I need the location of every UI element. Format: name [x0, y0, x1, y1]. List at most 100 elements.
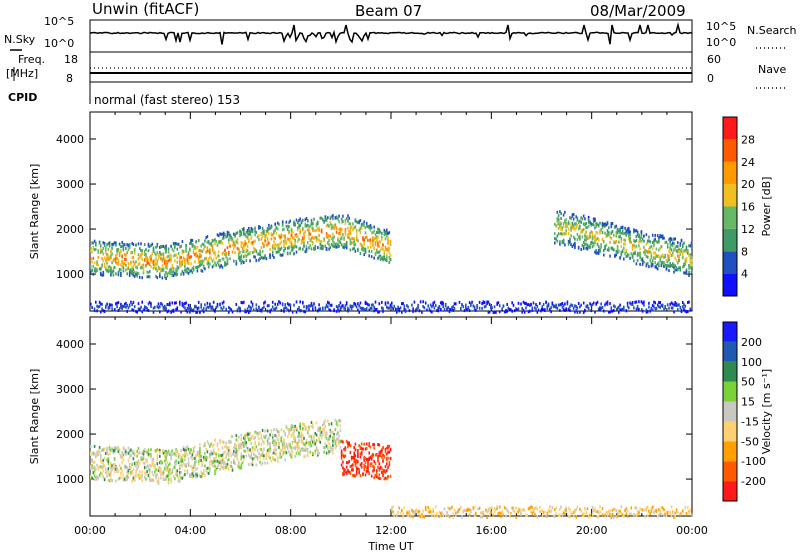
range-gate-cell — [110, 266, 112, 270]
range-gate-cell — [303, 436, 305, 440]
range-gate-cell — [633, 306, 635, 310]
range-gate-cell — [125, 253, 127, 257]
range-gate-cell — [584, 234, 586, 238]
range-gate-cell — [285, 224, 288, 228]
range-gate-cell — [323, 237, 325, 241]
range-gate-cell — [258, 226, 260, 230]
range-gate-cell — [196, 245, 199, 249]
range-gate-cell — [303, 244, 305, 248]
range-gate-cell — [161, 461, 164, 465]
range-gate-cell — [110, 268, 112, 272]
range-gate-cell — [152, 266, 155, 270]
range-gate-cell — [488, 513, 491, 517]
range-gate-cell — [344, 233, 347, 237]
range-gate-cell — [370, 306, 373, 310]
range-gate-cell — [369, 462, 372, 466]
range-gate-cell — [202, 469, 205, 473]
range-gate-cell — [379, 465, 382, 469]
range-gate-cell — [572, 510, 575, 514]
range-gate-cell — [660, 512, 663, 516]
range-gate-cell — [620, 240, 623, 244]
range-gate-cell — [362, 306, 364, 310]
range-gate-cell — [324, 419, 327, 423]
range-gate-cell — [302, 247, 304, 251]
range-gate-cell — [551, 506, 554, 509]
range-gate-cell — [106, 256, 108, 260]
range-gate-cell — [530, 510, 532, 513]
range-gate-cell — [293, 237, 295, 241]
range-gate-cell — [186, 254, 189, 257]
range-gate-cell — [274, 307, 276, 311]
range-gate-cell — [296, 308, 299, 312]
range-gate-cell — [447, 306, 449, 309]
range-gate-cell — [370, 474, 373, 478]
range-gate-cell — [137, 302, 140, 306]
range-gate-cell — [630, 506, 633, 510]
range-gate-cell — [520, 513, 522, 517]
range-gate-cell — [179, 479, 181, 483]
range-gate-cell — [107, 460, 110, 464]
range-gate-cell — [169, 301, 171, 305]
range-gate-cell — [288, 238, 290, 241]
range-gate-cell — [211, 461, 214, 465]
range-gate-cell — [197, 239, 200, 242]
range-gate-cell — [682, 509, 684, 513]
range-gate-cell — [304, 224, 307, 228]
range-gate-cell — [305, 440, 308, 444]
range-gate-cell — [606, 303, 609, 306]
range-gate-cell — [117, 270, 120, 274]
range-gate-cell — [656, 234, 659, 237]
range-gate-cell — [161, 449, 164, 453]
range-gate-cell — [166, 260, 169, 263]
range-gate-cell — [253, 250, 255, 254]
range-gate-cell — [133, 262, 136, 266]
range-gate-cell — [195, 454, 197, 457]
range-gate-cell — [378, 254, 381, 258]
range-gate-cell — [506, 309, 508, 313]
range-gate-cell — [207, 471, 210, 475]
range-gate-cell — [684, 304, 687, 308]
range-gate-cell — [240, 452, 243, 456]
range-gate-cell — [319, 241, 322, 245]
range-gate-cell — [687, 310, 689, 313]
range-gate-cell — [286, 252, 289, 256]
range-gate-cell — [202, 243, 205, 247]
range-gate-cell — [363, 455, 365, 459]
range-gate-cell — [319, 246, 322, 250]
x-tick-label: 12:00 — [375, 524, 407, 537]
range-gate-cell — [340, 217, 343, 221]
range-gate-cell — [387, 450, 389, 454]
range-gate-cell — [93, 452, 96, 456]
range-gate-cell — [284, 458, 286, 462]
range-gate-cell — [651, 507, 654, 511]
range-gate-cell — [386, 259, 388, 262]
range-gate-cell — [304, 222, 307, 226]
range-gate-cell — [295, 245, 298, 249]
range-gate-cell — [219, 467, 221, 471]
range-gate-cell — [572, 243, 575, 247]
range-gate-cell — [314, 247, 317, 251]
range-gate-cell — [219, 461, 221, 465]
range-gate-cell — [245, 248, 248, 252]
range-gate-cell — [363, 463, 365, 467]
range-gate-cell — [561, 241, 564, 245]
range-gate-cell — [128, 244, 131, 247]
range-gate-cell — [206, 249, 209, 253]
range-gate-cell — [250, 235, 253, 239]
range-gate-cell — [256, 448, 259, 452]
range-gate-cell — [312, 440, 314, 444]
range-gate-cell — [224, 461, 226, 465]
range-gate-cell — [254, 229, 256, 233]
range-gate-cell — [180, 256, 182, 259]
range-gate-cell — [167, 303, 170, 307]
range-gate-cell — [268, 232, 270, 236]
range-gate-cell — [162, 305, 165, 309]
range-gate-cell — [633, 228, 635, 232]
range-gate-cell — [409, 512, 412, 516]
range-gate-cell — [616, 511, 619, 515]
range-gate-cell — [377, 227, 379, 231]
range-gate-cell — [325, 304, 328, 308]
range-gate-cell — [473, 305, 476, 309]
range-gate-cell — [147, 448, 150, 452]
range-gate-cell — [112, 242, 115, 246]
